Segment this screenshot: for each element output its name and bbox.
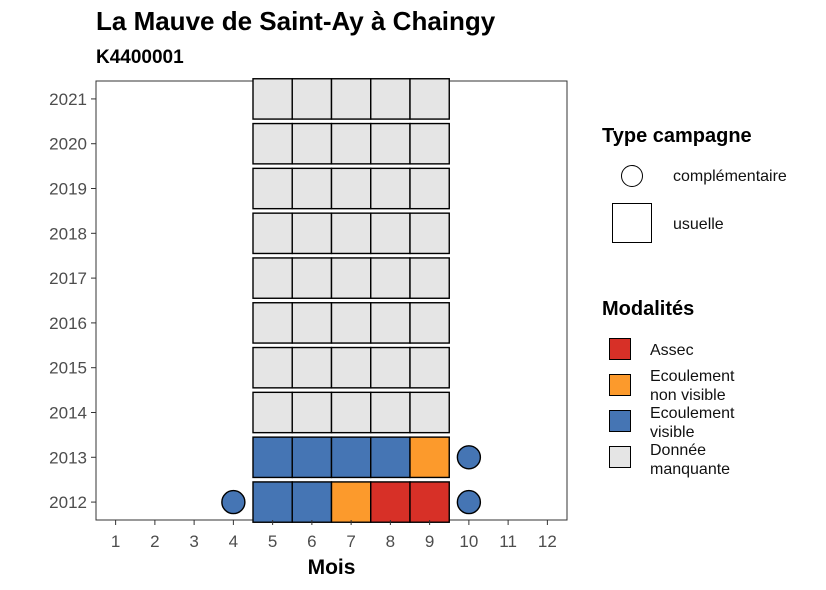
cell-2016-7 <box>330 302 372 344</box>
cell-2018-9 <box>409 212 450 255</box>
y-tick-label-2016: 2016 <box>49 314 87 333</box>
point-2012-4 <box>221 489 246 515</box>
x-tick-label-12: 12 <box>538 532 557 551</box>
cell-2020-9 <box>409 122 450 165</box>
cell-2019-9 <box>409 167 450 210</box>
cell-2018-6 <box>291 212 333 255</box>
cell-2018-8 <box>370 212 411 255</box>
cell-2013-8 <box>370 436 411 479</box>
legend-label-ecoulement-non-visible: Ecoulement non visible <box>650 368 735 404</box>
y-tick-label-2020: 2020 <box>49 135 87 154</box>
cell-2012-7 <box>330 481 372 523</box>
cell-2019-5 <box>252 167 293 210</box>
cell-2012-6 <box>291 481 333 523</box>
cell-2016-5 <box>252 302 293 344</box>
legend-key-ecoulement-non-visible <box>609 374 631 396</box>
cell-2020-5 <box>252 122 293 165</box>
legend-key-ecoulement-visible <box>609 410 631 432</box>
cell-2015-5 <box>252 346 293 389</box>
legend-key-donnee-manquante <box>609 446 631 468</box>
x-tick-label-8: 8 <box>386 532 395 551</box>
cell-2015-7 <box>330 346 372 389</box>
cell-2012-9 <box>409 481 450 523</box>
chart-subtitle: K4400001 <box>96 47 184 68</box>
legend-label-assec: Assec <box>650 342 694 359</box>
cell-2014-9 <box>409 391 450 434</box>
y-tick-label-2017: 2017 <box>49 269 87 288</box>
x-tick-label-1: 1 <box>111 532 120 551</box>
cell-2016-9 <box>409 302 450 344</box>
x-tick-label-4: 4 <box>229 532 238 551</box>
cell-2017-7 <box>330 257 372 299</box>
cell-2016-6 <box>291 302 333 344</box>
legend-type-label-usuelle: usuelle <box>673 216 724 233</box>
cell-2012-8 <box>370 481 411 523</box>
cell-2014-6 <box>291 391 333 434</box>
cell-2015-8 <box>370 346 411 389</box>
y-tick-label-2014: 2014 <box>49 403 87 422</box>
cell-2012-5 <box>252 481 293 523</box>
x-tick-label-11: 11 <box>499 532 517 551</box>
cell-2015-6 <box>291 346 333 389</box>
x-tick-label-3: 3 <box>189 532 198 551</box>
legend-label-ecoulement-visible: Ecoulement visible <box>650 405 735 441</box>
y-tick-label-2012: 2012 <box>49 493 87 512</box>
y-tick-label-2015: 2015 <box>49 359 87 378</box>
x-tick-label-9: 9 <box>425 532 434 551</box>
legend-square-key <box>612 203 652 243</box>
cell-2019-8 <box>370 167 411 210</box>
cell-2015-9 <box>409 346 450 389</box>
y-tick-label-2019: 2019 <box>49 180 87 199</box>
cell-2014-7 <box>330 391 372 434</box>
legend-type-title: Type campagne <box>602 125 752 147</box>
cell-2021-7 <box>330 78 372 120</box>
cell-2021-9 <box>409 78 450 120</box>
y-tick-label-2013: 2013 <box>49 448 87 467</box>
legend-type-label-complementaire: complémentaire <box>673 168 787 185</box>
point-2012-10 <box>456 489 482 515</box>
cell-2019-7 <box>330 167 372 210</box>
cell-2016-8 <box>370 302 411 344</box>
cell-2017-8 <box>370 257 411 299</box>
cell-2018-5 <box>252 212 293 255</box>
legend-modalites-title: Modalités <box>602 298 695 320</box>
legend-key-assec <box>609 338 631 360</box>
x-tick-label-7: 7 <box>346 532 355 551</box>
cell-2013-7 <box>330 436 372 479</box>
y-tick-label-2021: 2021 <box>49 90 87 109</box>
cell-2020-8 <box>370 122 411 165</box>
cell-2017-6 <box>291 257 333 299</box>
chart-title: La Mauve de Saint-Ay à Chaingy <box>96 6 496 36</box>
cell-2021-8 <box>370 78 411 120</box>
x-tick-label-6: 6 <box>307 532 316 551</box>
legend-label-donnee-manquante: Donnée manquante <box>650 442 731 478</box>
cell-2019-6 <box>291 167 333 210</box>
x-tick-label-10: 10 <box>459 532 478 551</box>
cell-2021-6 <box>291 78 333 120</box>
x-axis-title: Mois <box>308 556 356 579</box>
cell-2021-5 <box>252 78 293 120</box>
x-tick-label-2: 2 <box>150 532 159 551</box>
cell-2014-8 <box>370 391 411 434</box>
cell-2013-6 <box>291 436 333 479</box>
legend-circle-key <box>621 165 643 187</box>
cell-2017-9 <box>409 257 450 299</box>
x-tick-label-5: 5 <box>268 532 277 551</box>
cell-2013-9 <box>409 436 450 479</box>
cell-2020-6 <box>291 122 333 165</box>
y-tick-label-2018: 2018 <box>49 224 87 243</box>
cell-2017-5 <box>252 257 293 299</box>
cell-2018-7 <box>330 212 372 255</box>
cell-2020-7 <box>330 122 372 165</box>
cell-2014-5 <box>252 391 293 434</box>
cell-2013-5 <box>252 436 293 479</box>
point-2013-10 <box>456 445 482 470</box>
